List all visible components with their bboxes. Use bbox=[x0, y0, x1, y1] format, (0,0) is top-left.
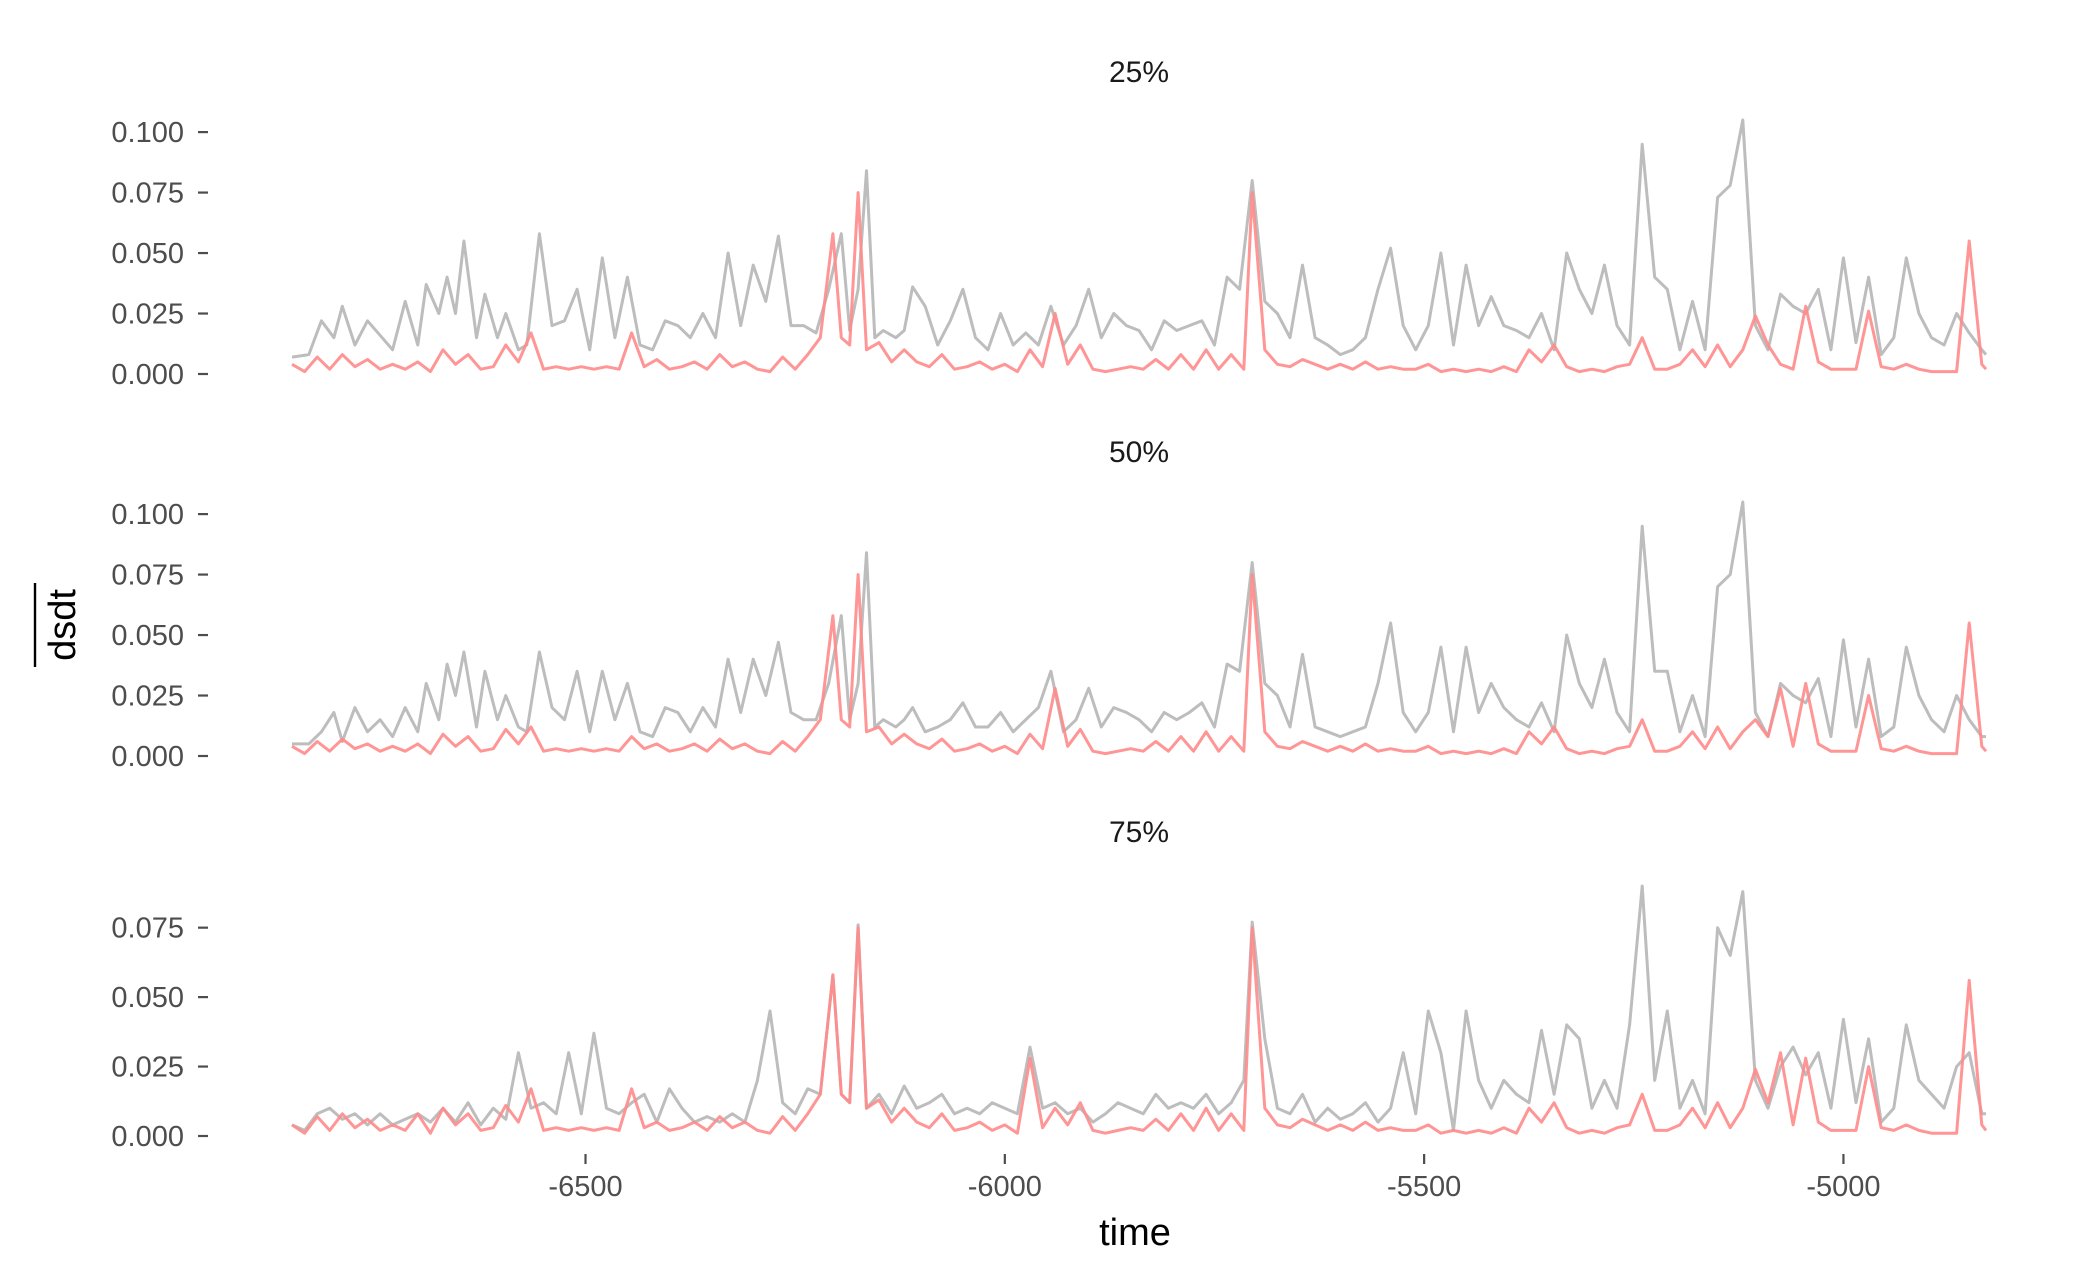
y-tick-label: 0.050 bbox=[111, 238, 184, 270]
y-tick-label: 0.000 bbox=[111, 359, 184, 391]
x-tick-label: -6500 bbox=[548, 1171, 622, 1203]
panel-title: 75% bbox=[1109, 816, 1169, 849]
red-series-line bbox=[291, 573, 1988, 756]
x-tick-label: -6000 bbox=[968, 1171, 1042, 1203]
panel-3: 75% 0.000 0.025 0.050 0.075 bbox=[111, 816, 1988, 1153]
panel-1: 25% 0.000 0.025 0.050 0.075 0.100 bbox=[111, 56, 1988, 391]
y-tick-label: 0.050 bbox=[111, 982, 184, 1014]
panels-layer: 25% 0.000 0.025 0.050 0.075 0.100 50% 0.000 0.02… bbox=[111, 56, 1988, 1153]
panel-title: 25% bbox=[1109, 56, 1169, 89]
y-tick-label: 0.025 bbox=[111, 1052, 184, 1084]
x-tick-label: -5500 bbox=[1387, 1171, 1461, 1203]
panel-2: 50% 0.000 0.025 0.050 0.075 0.100 bbox=[111, 436, 1988, 773]
y-tick-label: 0.100 bbox=[111, 499, 184, 531]
y-axis-title: dsdt bbox=[42, 589, 84, 661]
y-tick-label: 0.000 bbox=[111, 741, 184, 773]
red-series-line bbox=[291, 926, 1988, 1135]
red-series-line bbox=[291, 191, 1988, 374]
grey-series-line bbox=[291, 118, 1988, 359]
x-tick-label: -5000 bbox=[1806, 1171, 1880, 1203]
x-axis: -6500 -6000 -5500 -5000 bbox=[548, 1154, 1881, 1203]
y-tick-label: 0.100 bbox=[111, 117, 184, 149]
x-axis-title: time bbox=[1099, 1212, 1171, 1254]
y-tick-label: 0.025 bbox=[111, 299, 184, 331]
y-tick-label: 0.000 bbox=[111, 1121, 184, 1153]
y-tick-label: 0.075 bbox=[111, 913, 184, 945]
y-tick-label: 0.075 bbox=[111, 178, 184, 210]
y-tick-label: 0.075 bbox=[111, 560, 184, 592]
y-tick-label: 0.025 bbox=[111, 681, 184, 713]
y-axis-title-group: dsdt bbox=[33, 583, 84, 667]
y-tick-label: 0.050 bbox=[111, 620, 184, 652]
grey-series-line bbox=[291, 884, 1986, 1132]
panel-title: 50% bbox=[1109, 436, 1169, 469]
grey-series-line bbox=[292, 500, 1986, 746]
